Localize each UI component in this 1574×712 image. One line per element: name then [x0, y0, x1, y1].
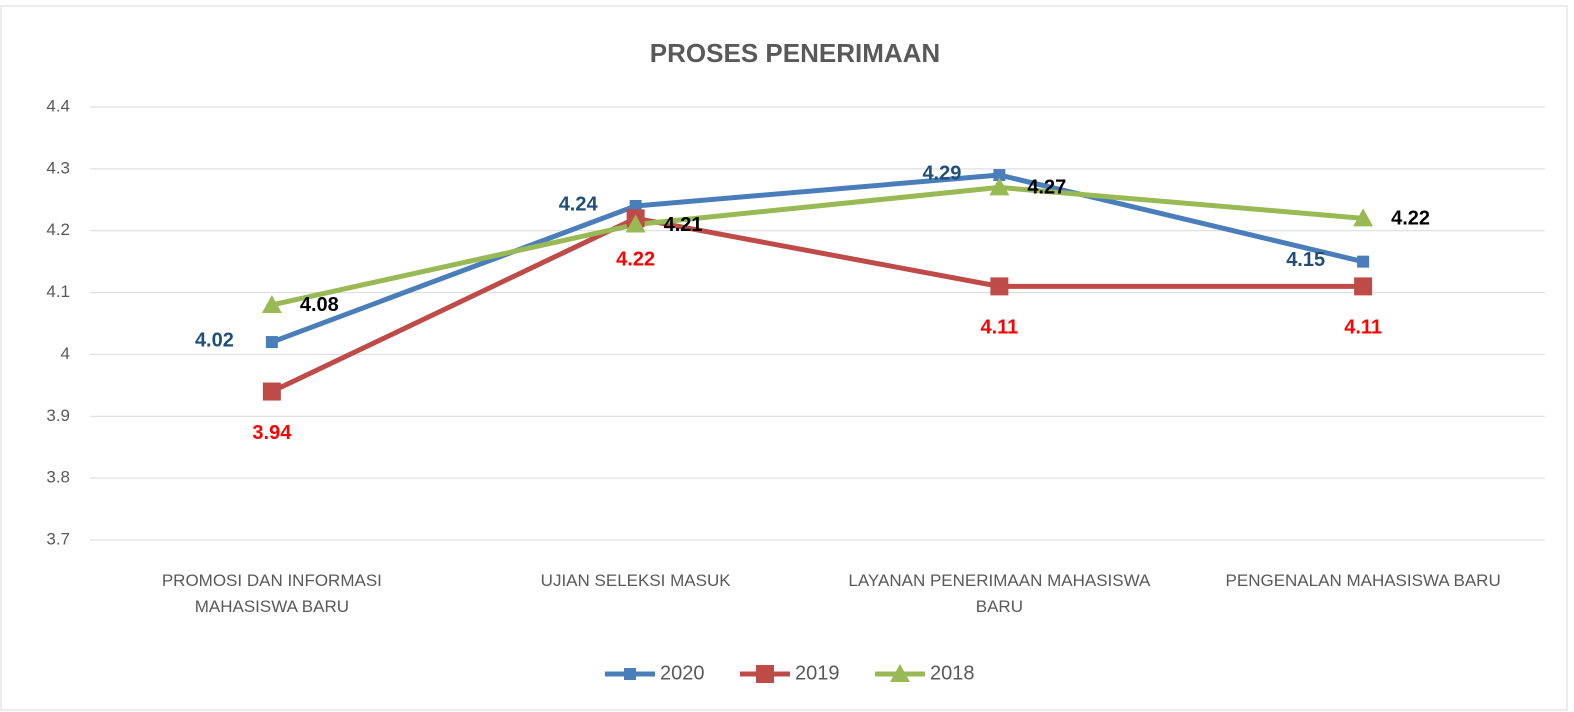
y-tick-label: 4.2 — [46, 220, 70, 239]
point-marker — [1353, 208, 1374, 227]
point-marker — [265, 336, 278, 349]
x-tick-label: PROMOSI DAN INFORMASI MAHASISWA BARU — [161, 571, 382, 616]
point-marker — [1357, 255, 1370, 268]
point-marker — [993, 169, 1006, 182]
legend-marker — [624, 668, 636, 680]
data-label: 4.21 — [664, 214, 703, 236]
point-marker — [262, 382, 281, 401]
point-marker — [629, 199, 642, 212]
data-label: 3.94 — [252, 422, 292, 444]
y-tick-label: 3.8 — [46, 468, 70, 487]
legend-marker — [890, 664, 910, 682]
point-marker — [261, 294, 282, 313]
data-label: 4.22 — [1391, 208, 1430, 230]
data-label: 4.29 — [922, 162, 961, 184]
chart-frame — [0, 5, 1568, 711]
point-marker — [625, 214, 646, 233]
series-line — [270, 215, 1364, 394]
legend-label: 2019 — [795, 662, 840, 684]
x-tick-label: UJIAN SELEKSI MASUK — [540, 571, 731, 590]
y-tick-label: 3.9 — [46, 406, 70, 425]
y-tick-label: 4.4 — [46, 96, 70, 115]
y-tick-label: 4.3 — [46, 158, 70, 177]
data-label: 4.24 — [559, 193, 599, 215]
legend-marker — [756, 665, 774, 683]
y-tick-label: 4.1 — [46, 282, 70, 301]
data-label: 4.08 — [300, 294, 339, 316]
data-label: 4.02 — [195, 329, 234, 351]
data-label: 4.15 — [1286, 249, 1325, 271]
y-tick-label: 3.7 — [46, 529, 70, 548]
point-marker — [989, 177, 1010, 196]
data-label: 4.22 — [616, 249, 655, 271]
legend-label: 2018 — [930, 662, 975, 684]
y-tick-label: 4 — [61, 344, 70, 363]
data-label: 4.11 — [980, 317, 1018, 339]
data-label: 4.27 — [1027, 177, 1066, 199]
x-tick-label: LAYANAN PENERIMAAN MAHASISWA BARU — [848, 571, 1151, 616]
series-line — [271, 184, 1364, 308]
chart-title: PROSES PENERIMAAN — [650, 38, 940, 68]
point-marker — [1354, 277, 1373, 296]
data-label: 4.11 — [1344, 317, 1382, 339]
point-marker — [990, 277, 1009, 296]
series-line — [270, 172, 1364, 345]
x-tick-label: PENGENALAN MAHASISWA BARU — [1225, 571, 1501, 590]
legend-label: 2020 — [660, 662, 705, 684]
